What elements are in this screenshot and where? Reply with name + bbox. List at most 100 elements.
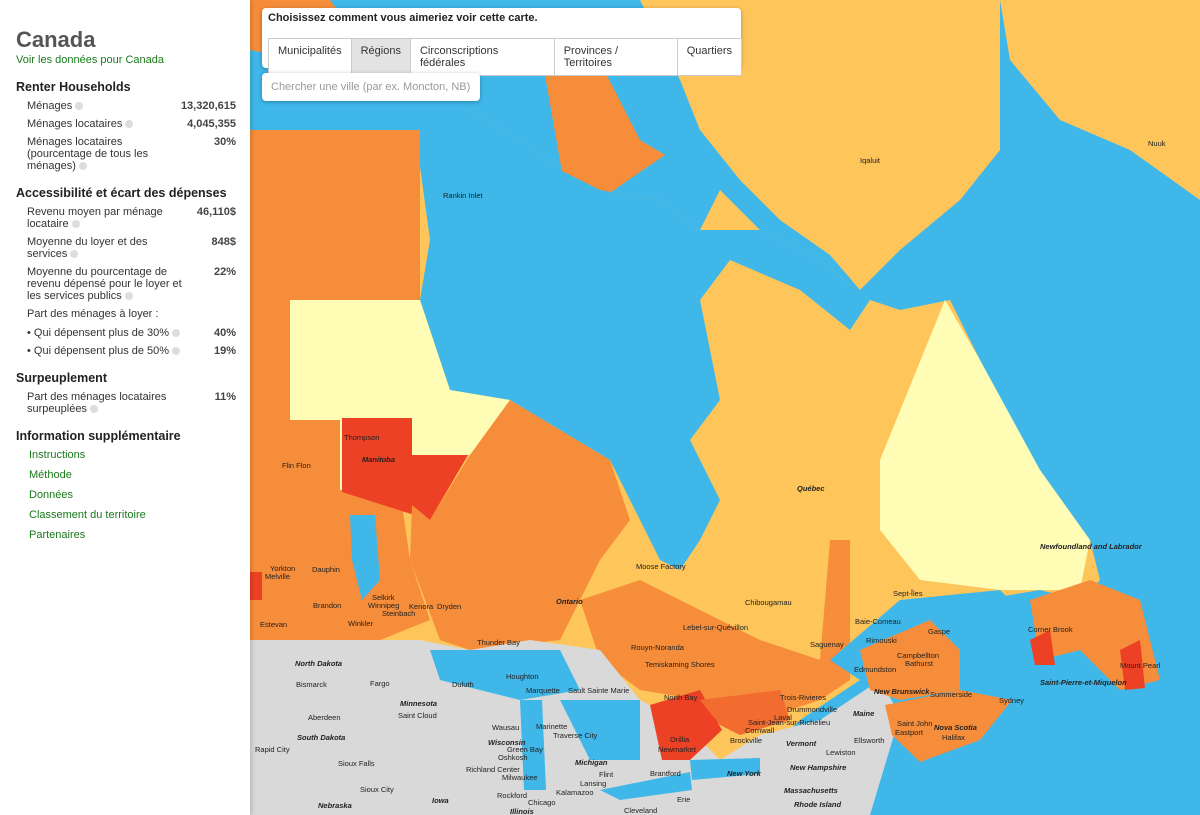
map-label: Wisconsin	[488, 738, 526, 747]
lake	[520, 700, 546, 790]
stat-label-box: Ménages	[27, 100, 181, 112]
info-link[interactable]: Partenaires	[29, 529, 86, 541]
stat-label-box: • Qui dépensent plus de 50%	[27, 345, 187, 357]
sections: Renter Households Ménages 13,320,615 Ménage…	[16, 80, 236, 415]
stat-row: Ménages locataires 4,045,355	[27, 118, 236, 130]
map-label: Saint-Pierre-et-Miquelon	[1040, 678, 1127, 687]
region	[650, 690, 722, 760]
info-link[interactable]: Méthode	[29, 469, 72, 481]
map-label: Estevan	[260, 620, 287, 629]
greenland	[1000, 0, 1200, 200]
region	[250, 572, 262, 600]
info-link[interactable]: Instructions	[29, 449, 86, 461]
stat-value: 46,110$	[196, 206, 236, 218]
map-label: Nova Scotia	[934, 723, 977, 732]
info-link[interactable]: Données	[29, 489, 74, 501]
map-label: Kenora	[409, 602, 434, 611]
sub-heading: Part des ménages à loyer :	[27, 308, 159, 320]
map-label: Traverse City	[553, 731, 598, 740]
region	[1030, 630, 1055, 665]
stat-label: Ménages locataires	[27, 118, 123, 130]
region	[250, 130, 430, 640]
help-icon[interactable]	[70, 250, 79, 259]
map-label: Erie	[677, 795, 690, 804]
stat-value: 848$	[211, 236, 236, 248]
help-icon[interactable]	[124, 292, 133, 301]
view-tab[interactable]: Quartiers	[676, 38, 742, 76]
stat-row: Ménages locataires (pourcentage de tous …	[27, 136, 236, 172]
stat-label-box: Ménages locataires	[27, 118, 187, 130]
map-label: Lansing	[580, 779, 606, 788]
map-label: Lebel-sur-Quévillon	[683, 623, 748, 632]
map-label: Orillia	[670, 735, 690, 744]
stat-value: 13,320,615	[180, 100, 236, 112]
stat-row: • Qui dépensent plus de 50% 19%	[27, 345, 236, 357]
map-label: Sault Sainte Marie	[568, 686, 629, 695]
region-link[interactable]: Voir les données pour Canada	[16, 54, 164, 66]
view-tab[interactable]: Municipalités	[268, 38, 352, 76]
arctic-island	[545, 62, 665, 200]
view-tab[interactable]: Circonscriptions fédérales	[409, 38, 555, 76]
map-label: Mount Pearl	[1120, 661, 1161, 670]
map-label: Brockville	[730, 736, 762, 745]
region	[700, 690, 790, 735]
search-box[interactable]: Chercher une ville (par ex. Moncton, NB)	[262, 73, 480, 101]
stat-value: 40%	[213, 327, 236, 339]
region	[410, 400, 630, 650]
map-label: Newfoundland and Labrador	[1040, 542, 1143, 551]
stat-value: 19%	[213, 345, 236, 357]
view-tab[interactable]: Régions	[350, 38, 411, 76]
stat-value: 30%	[213, 136, 236, 148]
help-icon[interactable]	[89, 405, 98, 414]
stat-label-box: • Qui dépensent plus de 30%	[27, 327, 187, 339]
map-label: Cornwall	[745, 726, 775, 735]
map-label: Green Bay	[507, 745, 543, 754]
map-label: Baie-Comeau	[855, 617, 901, 626]
stat-label: Moyenne du loyer et des services	[27, 236, 148, 260]
map-label: Québec	[797, 484, 825, 493]
lake	[560, 700, 640, 760]
map-label: Ellsworth	[854, 736, 884, 745]
map-label: North Dakota	[295, 659, 342, 668]
map-label: Sydney	[999, 696, 1024, 705]
map-label: Aberdeen	[308, 713, 341, 722]
map-label: Newmarket	[658, 745, 697, 754]
map-label: Brantford	[650, 769, 681, 778]
stat-label: Part des ménages locataires surpeuplées	[27, 391, 167, 415]
map-label: Flint	[599, 770, 614, 779]
help-icon[interactable]	[172, 347, 181, 356]
panel-prompt: Choisissez comment vous aimeriez voir ce…	[268, 12, 538, 24]
map-label: Minnesota	[400, 699, 437, 708]
help-icon[interactable]	[125, 120, 134, 129]
stat-row: • Qui dépensent plus de 30% 40%	[27, 327, 236, 339]
map-label: Melville	[265, 572, 290, 581]
region	[290, 300, 510, 490]
help-icon[interactable]	[75, 102, 84, 111]
map-label: Fargo	[370, 679, 390, 688]
section-heading: Surpeuplement	[16, 371, 107, 385]
map-label: Rockford	[497, 791, 527, 800]
map-label: Marinette	[536, 722, 567, 731]
map-label: Winkler	[348, 619, 374, 628]
view-tab[interactable]: Provinces / Territoires	[553, 38, 678, 76]
help-icon[interactable]	[71, 220, 80, 229]
help-icon[interactable]	[78, 162, 87, 171]
map-label: Steinbach	[382, 609, 415, 618]
view-panel: Choisissez comment vous aimeriez voir ce…	[262, 8, 742, 76]
map-label: Laval	[774, 713, 792, 722]
region	[885, 690, 1012, 762]
hudson-bay	[415, 110, 870, 570]
lake	[600, 772, 692, 800]
map-label: Ontario	[556, 597, 583, 606]
map-label: Iqaluit	[860, 156, 881, 165]
info-heading: Information supplémentaire	[16, 429, 181, 443]
map-label: Nebraska	[318, 801, 352, 810]
info-link[interactable]: Classement du territoire	[29, 509, 146, 521]
help-icon[interactable]	[172, 329, 181, 338]
map-label: Maine	[853, 709, 874, 718]
map[interactable]: Nuuk Iqaluit Rankin Inlet Thompson Manit…	[250, 0, 1200, 815]
map-label: Duluth	[452, 680, 474, 689]
stat-label: Ménages locataires (pourcentage de tous …	[27, 136, 149, 172]
map-label: Saint Cloud	[398, 711, 437, 720]
map-label: Nuuk	[1148, 139, 1166, 148]
